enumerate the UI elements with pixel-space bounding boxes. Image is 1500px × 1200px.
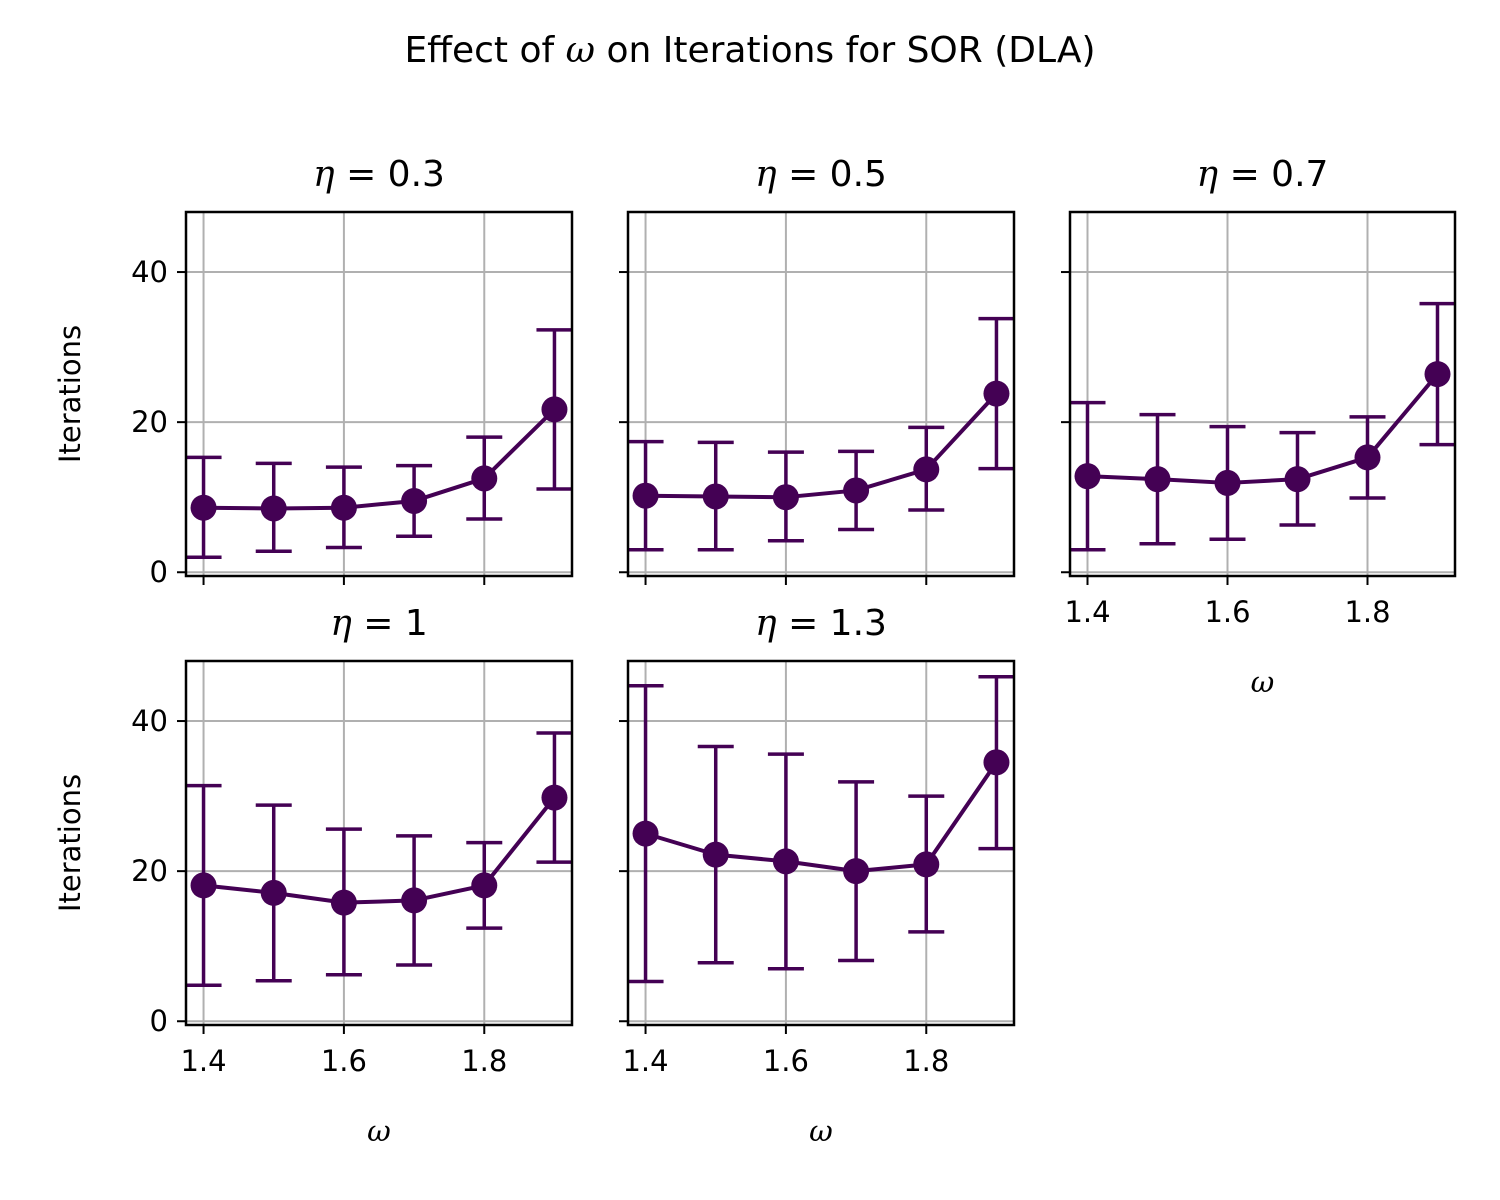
data-point xyxy=(471,465,498,492)
figure-title: Effect of ω on Iterations for SOR (DLA) xyxy=(404,30,1095,71)
data-point xyxy=(401,487,428,514)
subplot-4: 1.4 1.6 1.8 0 20 40 η = 1 ω Iterations xyxy=(53,603,574,1148)
y-tick-label: 20 xyxy=(131,854,168,888)
x-axis-label: ω xyxy=(367,1114,391,1148)
subplot-title: η = 0.3 xyxy=(313,154,445,195)
data-point xyxy=(913,456,940,483)
y-tick-label: 40 xyxy=(131,704,168,738)
axes-frame xyxy=(626,210,1016,578)
data-point xyxy=(471,872,498,899)
data-point xyxy=(541,784,568,811)
x-tick-label: 1.4 xyxy=(180,1044,226,1078)
data-point xyxy=(843,858,870,885)
data-point xyxy=(330,494,357,521)
axes-frame xyxy=(184,210,574,578)
x-axis-label: ω xyxy=(809,1114,833,1148)
data-point xyxy=(1354,444,1381,471)
data-point xyxy=(702,841,729,868)
data-point xyxy=(632,482,659,509)
x-tick-label: 1.4 xyxy=(1064,595,1110,629)
y-tick-label: 20 xyxy=(131,405,168,439)
data-point xyxy=(260,495,287,522)
subplot-grid: 0 20 40 η = 0.3 Iterations η = 0.5 1.4 1.6 1.8 η … xyxy=(53,154,1457,1148)
data-point xyxy=(1424,361,1451,388)
data-point xyxy=(1284,466,1311,493)
axes-frame xyxy=(626,659,1016,1027)
x-tick-label: 1.8 xyxy=(903,1044,949,1078)
subplot-1: 0 20 40 η = 0.3 Iterations xyxy=(53,154,574,589)
data-point xyxy=(772,484,799,511)
x-tick-label: 1.6 xyxy=(763,1044,809,1078)
x-tick-label: 1.6 xyxy=(321,1044,367,1078)
subplot-title: η = 0.5 xyxy=(755,154,887,195)
x-axis-label: ω xyxy=(1251,665,1275,699)
y-axis-label: Iterations xyxy=(53,774,87,912)
data-point xyxy=(772,848,799,875)
data-point xyxy=(401,887,428,914)
data-point xyxy=(260,879,287,906)
axes-frame xyxy=(184,659,574,1027)
y-tick-label: 40 xyxy=(131,255,168,289)
data-point xyxy=(632,820,659,847)
data-point xyxy=(1074,463,1101,490)
data-point xyxy=(913,851,940,878)
data-point xyxy=(1144,466,1171,493)
x-tick-label: 1.6 xyxy=(1204,595,1250,629)
x-tick-label: 1.4 xyxy=(622,1044,668,1078)
x-tick-label: 1.8 xyxy=(1344,595,1390,629)
subplot-5: 1.4 1.6 1.8 η = 1.3 ω xyxy=(619,603,1016,1148)
axes-frame xyxy=(1068,210,1457,578)
data-point xyxy=(541,396,568,423)
subplot-title: η = 1.3 xyxy=(755,603,887,644)
subplot-title: η = 1 xyxy=(330,603,428,644)
data-point xyxy=(330,889,357,916)
data-point xyxy=(983,380,1010,407)
data-point xyxy=(983,749,1010,776)
data-point xyxy=(843,477,870,504)
y-tick-label: 0 xyxy=(150,1004,168,1038)
data-point xyxy=(1214,469,1241,496)
data-point xyxy=(702,483,729,510)
y-tick-label: 0 xyxy=(150,555,168,589)
y-axis-label: Iterations xyxy=(53,325,87,463)
subplot-2: η = 0.5 xyxy=(619,154,1016,585)
data-point xyxy=(190,494,217,521)
data-point xyxy=(190,872,217,899)
subplot-title: η = 0.7 xyxy=(1197,154,1329,195)
x-tick-label: 1.8 xyxy=(461,1044,507,1078)
subplot-3: 1.4 1.6 1.8 η = 0.7 ω xyxy=(1061,154,1457,699)
